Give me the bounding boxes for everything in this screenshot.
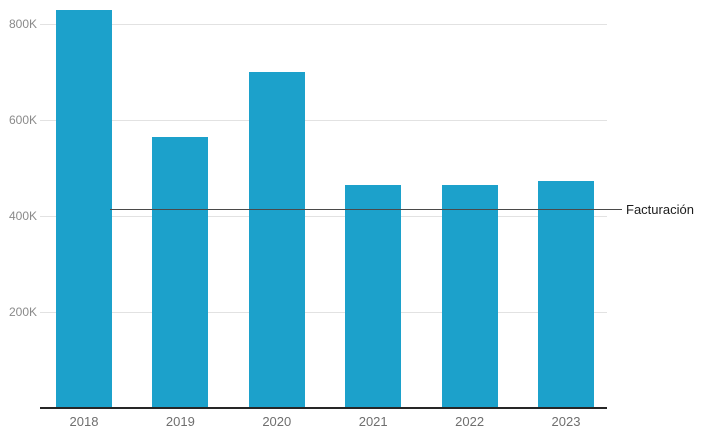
x-tick-label-2018: 2018 bbox=[69, 414, 99, 429]
y-tick-label-200K: 200K bbox=[8, 305, 37, 319]
gridline-200K bbox=[40, 312, 607, 313]
bar-2023[interactable] bbox=[538, 181, 594, 408]
bar-2021[interactable] bbox=[345, 184, 402, 408]
gridline-400K bbox=[40, 216, 607, 217]
y-tick-label-800K: 800K bbox=[8, 17, 37, 31]
bar-2020[interactable] bbox=[248, 72, 305, 408]
facturacion-label: Facturación bbox=[626, 201, 694, 217]
x-axis-line bbox=[40, 407, 607, 409]
gridline-600K bbox=[40, 120, 607, 121]
bar-2022[interactable] bbox=[441, 184, 498, 408]
x-tick-label-2020: 2020 bbox=[262, 414, 292, 429]
y-tick-label-400K: 400K bbox=[8, 209, 37, 223]
bar-2018[interactable] bbox=[56, 9, 112, 408]
x-tick-label-2023: 2023 bbox=[551, 414, 581, 429]
gridline-800K bbox=[40, 24, 607, 25]
bar-2019[interactable] bbox=[152, 136, 209, 408]
x-tick-label-2021: 2021 bbox=[358, 414, 388, 429]
y-tick-label-600K: 600K bbox=[8, 113, 37, 127]
x-tick-label-2019: 2019 bbox=[165, 414, 195, 429]
facturacion-reference-line bbox=[110, 208, 622, 210]
x-tick-label-2022: 2022 bbox=[455, 414, 485, 429]
